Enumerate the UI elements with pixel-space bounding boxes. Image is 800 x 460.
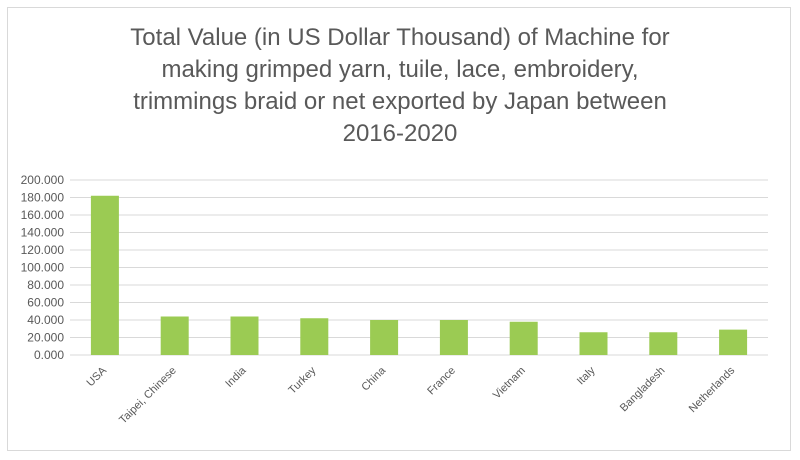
chart-title-line-2: making grimped yarn, tuile, lace, embroi… — [161, 56, 639, 83]
y-tick-label: 80.000 — [27, 278, 64, 292]
bar — [370, 320, 399, 355]
chart-title-line-3: trimmings braid or net exported by Japan… — [133, 88, 667, 115]
y-tick-label: 120.000 — [21, 243, 65, 257]
y-tick-label: 160.000 — [21, 208, 65, 222]
y-tick-label: 20.000 — [27, 331, 64, 345]
bar — [579, 332, 608, 355]
y-tick-label: 200.000 — [21, 173, 65, 187]
bar — [439, 320, 468, 355]
y-tick-label: 100.000 — [21, 261, 65, 275]
chart-frame — [7, 7, 791, 451]
y-tick-label: 180.000 — [21, 191, 65, 205]
bar — [90, 195, 119, 355]
x-axis-labels: USA Taipei, Chinese India Turkey China France… — [85, 364, 738, 426]
bar — [230, 316, 259, 355]
x-tick-label: USA — [85, 364, 110, 389]
bar — [509, 321, 538, 355]
x-tick-label: Italy — [575, 364, 598, 387]
y-tick-label: 60.000 — [27, 296, 64, 310]
bar — [160, 316, 189, 355]
x-tick-label: Bangladesh — [618, 365, 668, 415]
x-tick-label: India — [223, 364, 249, 390]
bars — [90, 195, 748, 355]
y-tick-label: 40.000 — [27, 313, 64, 327]
chart-title-line-1: Total Value (in US Dollar Thousand) of M… — [130, 24, 670, 51]
y-tick-label: 140.000 — [21, 226, 65, 240]
x-tick-label: Netherlands — [687, 364, 738, 415]
x-tick-label: Vietnam — [491, 365, 528, 402]
x-tick-label: Taipei, Chinese — [117, 365, 179, 427]
x-tick-label: France — [425, 365, 458, 398]
x-tick-label: Turkey — [286, 364, 318, 396]
bar — [719, 329, 748, 355]
y-tick-label: 0.000 — [34, 348, 64, 362]
bar — [649, 332, 678, 355]
chart-title: Total Value (in US Dollar Thousand) of M… — [40, 22, 760, 150]
y-axis-ticks: 0.000 20.000 40.000 60.000 80.000 100.000 120.… — [21, 173, 65, 362]
bar — [300, 318, 329, 355]
x-tick-label: China — [359, 364, 388, 393]
chart-title-line-4: 2016-2020 — [342, 120, 458, 147]
